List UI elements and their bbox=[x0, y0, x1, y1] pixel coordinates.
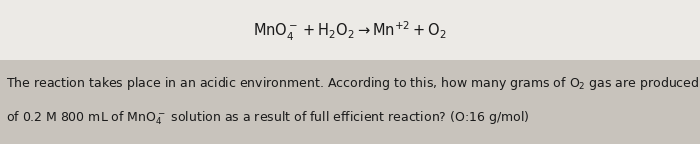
Text: of 0.2 M 800 mL of MnO$_4^-$ solution as a result of full efficient reaction? (O: of 0.2 M 800 mL of MnO$_4^-$ solution as… bbox=[6, 109, 529, 127]
FancyBboxPatch shape bbox=[0, 0, 700, 60]
Text: $\mathrm{MnO_4^- + H_2O_2 \rightarrow Mn^{+2} + O_2}$: $\mathrm{MnO_4^- + H_2O_2 \rightarrow Mn… bbox=[253, 20, 447, 43]
Text: The reaction takes place in an acidic environment. According to this, how many g: The reaction takes place in an acidic en… bbox=[6, 75, 700, 92]
